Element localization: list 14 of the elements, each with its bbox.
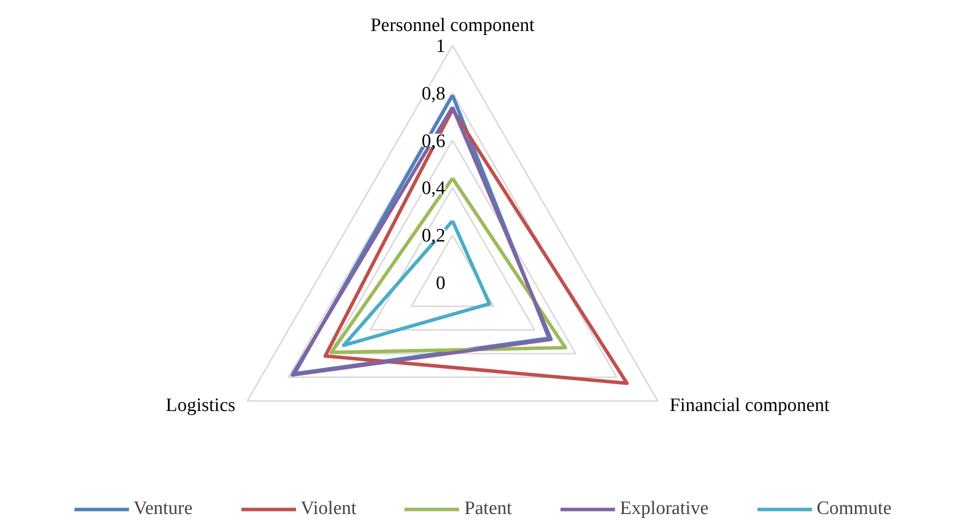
legend-label: Violent — [300, 498, 356, 520]
spoke-label: Financial component — [670, 395, 830, 416]
y-tick-label: 1 — [436, 36, 446, 57]
legend-label: Explorative — [620, 498, 709, 520]
spoke-label: Personnel component — [370, 15, 536, 36]
y-tick-label: 0,6 — [422, 130, 446, 152]
spoke-label: Logistics — [166, 395, 236, 416]
legend-label: Commute — [816, 498, 892, 520]
y-tick-label: 0,8 — [422, 83, 446, 104]
legend-label: Patent — [464, 498, 512, 520]
y-tick-label: 0 — [436, 273, 446, 294]
legend-label: Venture — [133, 498, 193, 520]
y-tick-label: 0,4 — [422, 178, 446, 200]
y-tick-label: 0,2 — [422, 226, 446, 247]
